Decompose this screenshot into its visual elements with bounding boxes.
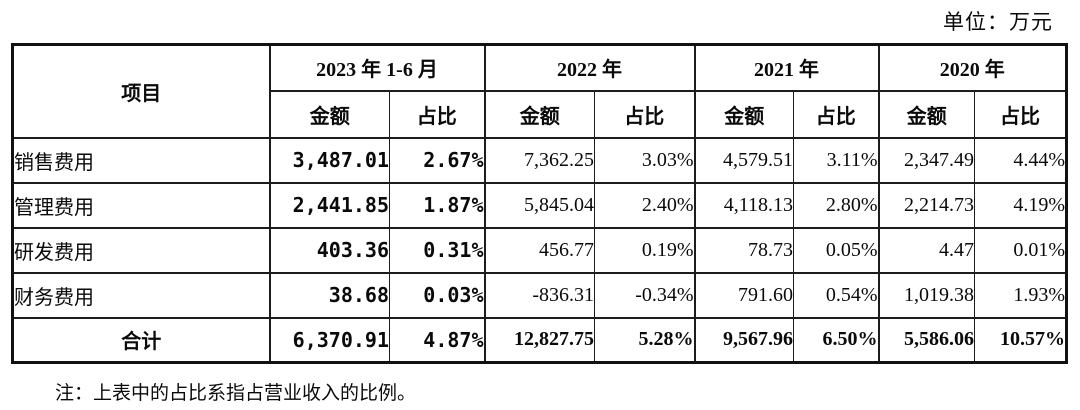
footnote: 注：上表中的占比系指占营业收入的比例。 — [55, 383, 417, 404]
amount-cell: 456.77 — [483, 226, 596, 274]
ratio-cell: 0.54% — [793, 271, 880, 319]
amount-cell: 1,019.38 — [877, 271, 976, 319]
ratio-header-2020: 占比 — [974, 89, 1068, 139]
ratio-cell: 5.28% — [594, 316, 696, 364]
amount-cell: 38.68 — [268, 271, 390, 319]
amount-cell: 2,347.49 — [877, 136, 976, 184]
row-label: 销售费用 — [12, 136, 270, 184]
ratio-cell: 0.31% — [388, 226, 486, 274]
table-row: 财务费用 38.68 0.03% -836.31 -0.34% 791.60 0… — [12, 271, 1068, 319]
period-header-2022: 2022 年 — [483, 43, 696, 92]
row-label: 研发费用 — [12, 226, 270, 274]
total-label: 合计 — [12, 316, 270, 364]
item-column-header: 项目 — [12, 43, 270, 139]
ratio-cell: 0.01% — [974, 226, 1068, 274]
amount-cell: 403.36 — [268, 226, 390, 274]
amount-cell: 2,214.73 — [877, 181, 976, 229]
period-header-2023h1: 2023 年 1-6 月 — [268, 43, 486, 92]
row-label: 管理费用 — [12, 181, 270, 229]
amount-cell: 4,579.51 — [693, 136, 795, 184]
amount-header-2021: 金额 — [693, 89, 795, 139]
ratio-cell: -0.34% — [594, 271, 696, 319]
amount-cell: 7,362.25 — [483, 136, 596, 184]
amount-cell: 4.47 — [877, 226, 976, 274]
ratio-cell: 3.03% — [594, 136, 696, 184]
ratio-header-2023h1: 占比 — [388, 89, 486, 139]
table-row: 研发费用 403.36 0.31% 456.77 0.19% 78.73 0.0… — [12, 226, 1068, 274]
table-row: 管理费用 2,441.85 1.87% 5,845.04 2.40% 4,118… — [12, 181, 1068, 229]
header-row-periods: 项目 2023 年 1-6 月 2022 年 2021 年 2020 年 — [12, 43, 1068, 139]
ratio-cell: 0.03% — [388, 271, 486, 319]
unit-label: 单位：万元 — [943, 10, 1053, 34]
amount-cell: 5,845.04 — [483, 181, 596, 229]
amount-cell: 4,118.13 — [693, 181, 795, 229]
header-row-subcolumns: 金额 占比 金额 占比 金额 占比 金额 占比 — [13, 89, 1068, 139]
amount-cell: 2,441.85 — [268, 181, 390, 229]
ratio-cell: 2.40% — [594, 181, 696, 229]
amount-cell: 5,586.06 — [877, 316, 976, 364]
amount-cell: -836.31 — [483, 271, 596, 319]
row-label: 财务费用 — [12, 271, 270, 319]
amount-header-2022: 金额 — [483, 89, 596, 139]
ratio-header-2021: 占比 — [793, 89, 880, 139]
amount-cell: 6,370.91 — [268, 316, 390, 364]
ratio-cell: 4.19% — [974, 181, 1068, 229]
ratio-cell: 10.57% — [974, 316, 1068, 364]
amount-cell: 78.73 — [693, 226, 795, 274]
ratio-cell: 4.87% — [388, 316, 486, 364]
period-header-2020: 2020 年 — [877, 43, 1068, 92]
ratio-cell: 0.19% — [594, 226, 696, 274]
amount-cell: 9,567.96 — [693, 316, 795, 364]
period-expenses-table: 项目 2023 年 1-6 月 2022 年 2021 年 2020 年 金额 … — [11, 43, 1069, 364]
amount-cell: 791.60 — [693, 271, 795, 319]
ratio-cell: 4.44% — [974, 136, 1068, 184]
ratio-cell: 2.80% — [793, 181, 880, 229]
ratio-cell: 6.50% — [793, 316, 880, 364]
ratio-header-2022: 占比 — [594, 89, 696, 139]
ratio-cell: 1.87% — [388, 181, 486, 229]
amount-header-2020: 金额 — [877, 89, 976, 139]
ratio-cell: 0.05% — [793, 226, 880, 274]
amount-cell: 3,487.01 — [268, 136, 390, 184]
total-row: 合计 6,370.91 4.87% 12,827.75 5.28% 9,567.… — [12, 316, 1068, 364]
amount-header-2023h1: 金额 — [268, 89, 390, 139]
ratio-cell: 2.67% — [388, 136, 486, 184]
table-row: 销售费用 3,487.01 2.67% 7,362.25 3.03% 4,579… — [12, 136, 1068, 184]
ratio-cell: 1.93% — [974, 271, 1068, 319]
period-header-2021: 2021 年 — [693, 43, 880, 92]
amount-cell: 12,827.75 — [483, 316, 596, 364]
ratio-cell: 3.11% — [793, 136, 880, 184]
